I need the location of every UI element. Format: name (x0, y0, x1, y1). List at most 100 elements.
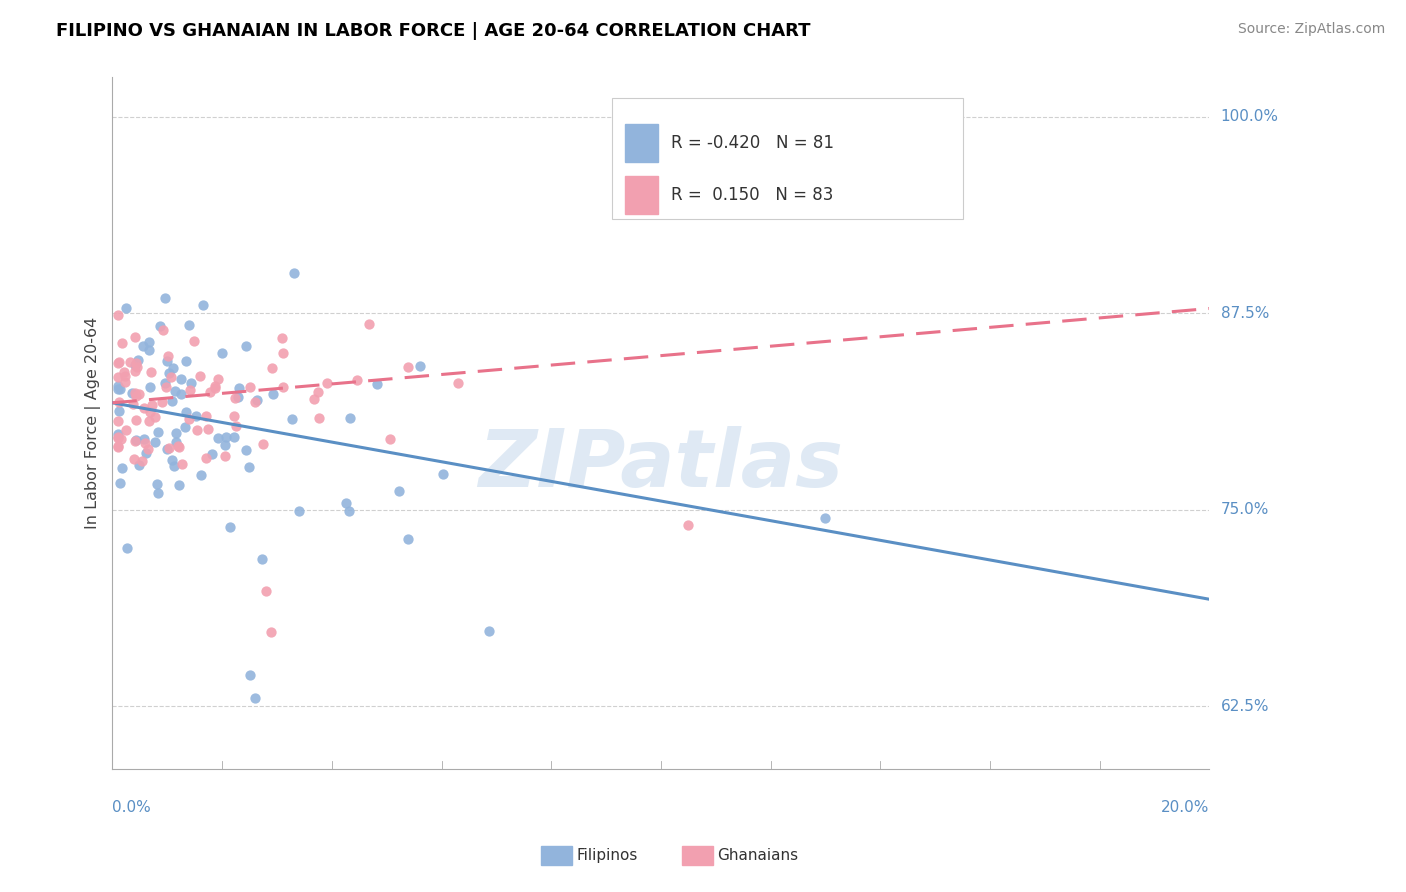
Point (219, 520, 242, 534)
Point (107, 440, 129, 454)
Point (214, 450, 236, 464)
Point (271, 345, 294, 359)
Point (125, 356, 148, 370)
Point (335, 496, 357, 510)
Point (235, 443, 257, 458)
Point (339, 411, 361, 425)
Point (678, 518, 700, 533)
Point (138, 343, 160, 357)
Point (128, 458, 150, 472)
Point (245, 395, 267, 409)
Point (238, 460, 260, 475)
FancyBboxPatch shape (612, 98, 963, 219)
Point (121, 397, 143, 411)
Point (432, 467, 454, 481)
Point (146, 485, 169, 500)
Point (224, 409, 246, 423)
Point (135, 446, 157, 460)
Text: Ghanaians: Ghanaians (717, 848, 799, 863)
Bar (624, 124, 658, 162)
Point (357, 317, 380, 331)
Point (125, 359, 148, 374)
Text: R = -0.420   N = 81: R = -0.420 N = 81 (671, 134, 834, 153)
Point (107, 394, 129, 409)
Point (107, 383, 129, 397)
Point (308, 411, 330, 425)
Point (254, 584, 277, 599)
Point (287, 504, 309, 518)
Point (132, 339, 155, 353)
Point (163, 384, 186, 399)
Point (167, 478, 190, 492)
Point (143, 409, 166, 424)
Point (174, 405, 197, 419)
Point (134, 435, 156, 450)
Point (118, 355, 141, 369)
Point (138, 380, 160, 394)
Point (108, 404, 131, 418)
Point (156, 349, 179, 363)
Point (166, 438, 188, 452)
Point (186, 409, 208, 423)
Text: Filipinos: Filipinos (576, 848, 638, 863)
Point (132, 401, 155, 416)
Point (134, 433, 156, 447)
Point (197, 422, 219, 436)
Y-axis label: In Labor Force | Age 20-64: In Labor Force | Age 20-64 (86, 317, 101, 529)
Point (107, 430, 129, 444)
Point (111, 461, 134, 475)
Point (366, 376, 388, 391)
Point (110, 476, 132, 491)
Text: 0.0%: 0.0% (112, 799, 152, 814)
Point (186, 423, 208, 437)
Point (107, 414, 129, 428)
Point (121, 386, 143, 401)
Point (131, 454, 153, 468)
Point (190, 467, 212, 482)
Text: 75.0%: 75.0% (1220, 502, 1268, 517)
Point (107, 308, 129, 322)
Text: ZIPatlas: ZIPatlas (478, 425, 844, 504)
Point (273, 380, 295, 394)
Point (124, 359, 146, 373)
Point (224, 391, 246, 405)
Point (195, 409, 218, 423)
Point (136, 442, 159, 457)
Point (114, 376, 136, 390)
Point (107, 431, 129, 445)
Text: 100.0%: 100.0% (1220, 109, 1278, 124)
Point (145, 435, 167, 450)
Point (114, 365, 136, 379)
Point (183, 334, 205, 348)
Point (139, 405, 162, 419)
Point (188, 368, 211, 383)
Point (124, 386, 146, 401)
Point (243, 691, 266, 706)
Point (115, 541, 138, 556)
Point (163, 458, 186, 473)
Point (156, 442, 179, 457)
Point (165, 426, 187, 441)
Point (170, 372, 193, 386)
Point (204, 379, 226, 393)
Point (201, 447, 224, 461)
Point (180, 376, 202, 390)
Point (108, 354, 131, 368)
Text: Source: ZipAtlas.com: Source: ZipAtlas.com (1237, 22, 1385, 37)
Point (388, 483, 411, 498)
Point (195, 450, 218, 465)
Point (124, 388, 146, 402)
Text: R =  0.150   N = 83: R = 0.150 N = 83 (671, 186, 834, 204)
Point (124, 434, 146, 448)
Point (225, 419, 247, 434)
Point (170, 457, 193, 471)
Bar (624, 176, 658, 214)
Point (250, 552, 273, 566)
Point (224, 430, 246, 444)
Point (228, 381, 250, 395)
Point (238, 667, 260, 681)
Point (166, 435, 188, 450)
Point (107, 369, 129, 384)
Point (107, 427, 129, 442)
Point (169, 440, 191, 454)
